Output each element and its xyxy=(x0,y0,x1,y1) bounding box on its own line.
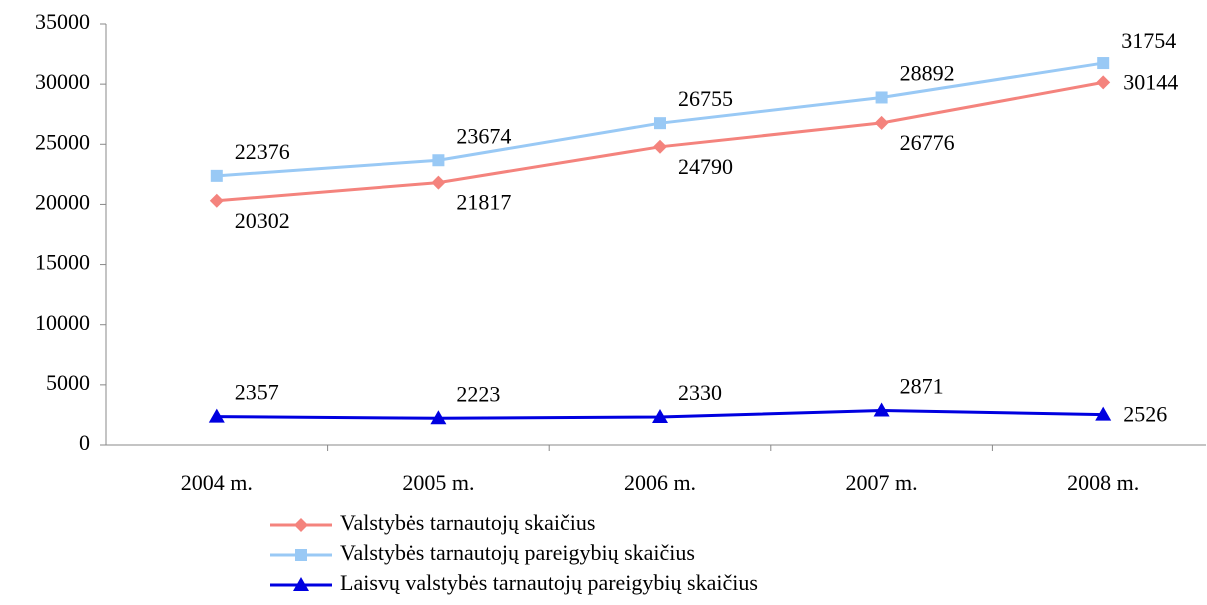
legend-marker xyxy=(294,518,308,532)
data-point xyxy=(654,117,666,130)
data-point xyxy=(653,139,667,154)
legend-label: Laisvų valstybės tarnautojų pareigybių s… xyxy=(340,570,758,595)
y-tick-label: 5000 xyxy=(46,370,90,395)
data-point xyxy=(1096,75,1111,90)
y-tick-label: 0 xyxy=(79,430,90,455)
data-label: 2871 xyxy=(900,374,944,399)
data-label: 22376 xyxy=(235,139,290,164)
data-label: 28892 xyxy=(900,61,955,86)
data-label: 2526 xyxy=(1123,402,1167,427)
data-point xyxy=(208,408,225,423)
x-tick-label: 2004 m. xyxy=(181,470,253,495)
legend-label: Valstybės tarnautojų pareigybių skaičius xyxy=(340,540,695,565)
y-tick-label: 25000 xyxy=(35,129,90,154)
data-point xyxy=(874,115,889,130)
data-point xyxy=(873,402,890,417)
data-label: 2330 xyxy=(678,380,722,405)
data-point xyxy=(209,193,224,208)
data-label: 24790 xyxy=(678,154,733,179)
x-tick-label: 2007 m. xyxy=(846,470,918,495)
data-label: 30144 xyxy=(1123,69,1178,94)
data-label: 21817 xyxy=(456,190,511,215)
data-point xyxy=(875,91,888,104)
y-tick-label: 10000 xyxy=(35,310,90,335)
data-point xyxy=(210,169,223,182)
y-tick-label: 20000 xyxy=(35,189,90,214)
data-point xyxy=(1095,406,1112,421)
data-label: 23674 xyxy=(456,123,511,148)
data-label: 20302 xyxy=(235,208,290,233)
x-tick-label: 2005 m. xyxy=(402,470,474,495)
data-label: 31754 xyxy=(1121,28,1176,53)
legend-marker xyxy=(295,549,307,561)
x-tick-label: 2006 m. xyxy=(624,470,696,495)
y-tick-label: 35000 xyxy=(35,9,90,34)
data-point xyxy=(430,410,447,425)
y-tick-label: 30000 xyxy=(35,69,90,94)
data-point xyxy=(431,175,446,190)
x-tick-label: 2008 m. xyxy=(1067,470,1139,495)
y-tick-label: 15000 xyxy=(35,250,90,275)
data-point xyxy=(1097,57,1110,70)
data-label: 2223 xyxy=(456,381,500,406)
data-label: 26755 xyxy=(678,86,733,111)
legend-label: Valstybės tarnautojų skaičius xyxy=(340,510,595,535)
legend-marker xyxy=(293,577,309,591)
data-label: 2357 xyxy=(235,380,279,405)
data-point xyxy=(432,154,445,167)
data-point xyxy=(652,408,668,423)
data-label: 26776 xyxy=(900,130,955,155)
